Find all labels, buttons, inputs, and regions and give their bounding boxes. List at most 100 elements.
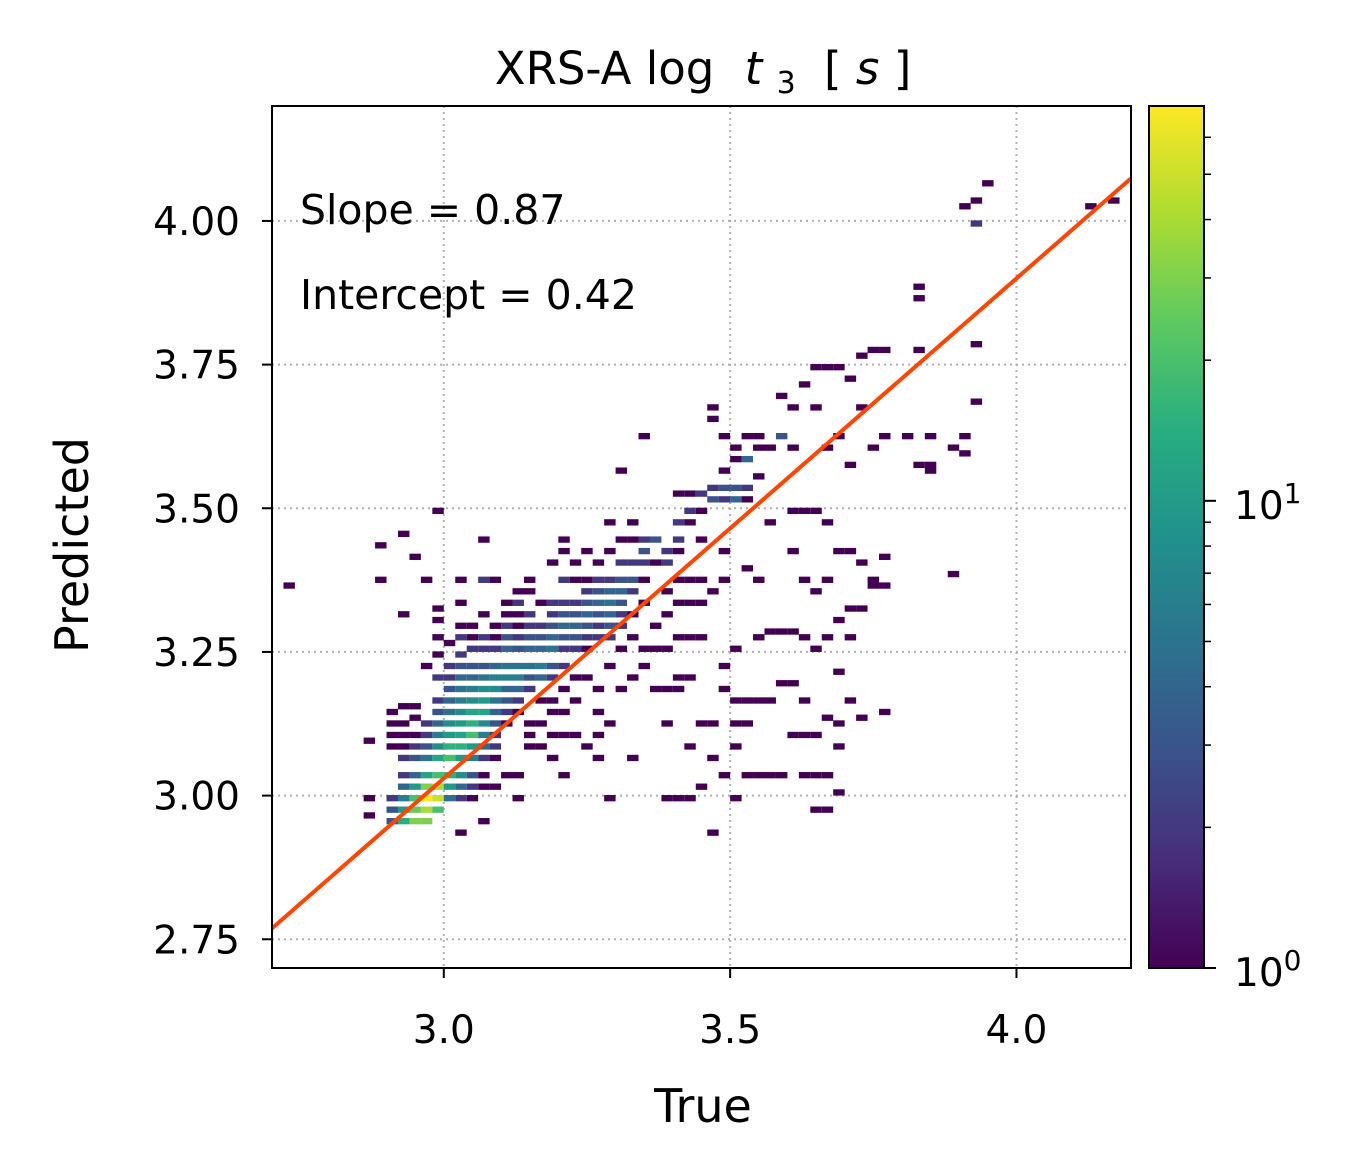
histogram-bin <box>615 611 628 618</box>
histogram-bin <box>569 645 582 652</box>
histogram-bin <box>970 197 983 204</box>
histogram-bin <box>775 680 788 687</box>
histogram-bin <box>512 634 524 641</box>
histogram-bin <box>833 364 845 371</box>
histogram-bin <box>501 611 513 618</box>
histogram-bin <box>375 576 387 583</box>
histogram-bin <box>844 461 857 469</box>
histogram-bin <box>924 432 937 440</box>
histogram-bin <box>775 392 788 400</box>
histogram-bin <box>420 720 433 727</box>
histogram-bin <box>581 622 593 629</box>
histogram-bin <box>386 731 398 739</box>
histogram-bin <box>821 444 834 451</box>
histogram-bin <box>627 588 639 595</box>
histogram-bin <box>489 645 502 652</box>
histogram-bin <box>672 536 685 543</box>
histogram-bin <box>627 576 639 583</box>
histogram-bin <box>569 611 582 618</box>
histogram-bin <box>672 547 685 555</box>
histogram-bin <box>420 806 433 813</box>
histogram-bin <box>627 559 639 566</box>
y-tick-label: 3.00 <box>153 775 240 820</box>
histogram-bin <box>604 622 616 629</box>
histogram-bin <box>489 783 502 790</box>
histogram-bin <box>558 599 570 606</box>
histogram-bin <box>478 697 490 704</box>
histogram-bin <box>512 772 524 779</box>
histogram-bin <box>397 530 410 537</box>
histogram-bin <box>592 576 605 583</box>
histogram-bin <box>718 484 731 492</box>
histogram-bin <box>833 432 845 440</box>
histogram-bin <box>466 772 479 779</box>
histogram-bin <box>684 519 696 526</box>
histogram-bin <box>913 295 925 302</box>
histogram-bin <box>741 484 754 492</box>
histogram-bin <box>833 720 845 727</box>
histogram-bin <box>558 576 570 583</box>
histogram-bin <box>432 674 444 681</box>
histogram-bin <box>638 559 650 566</box>
histogram-bin <box>627 754 639 762</box>
histogram-bin <box>523 611 536 618</box>
histogram-bin <box>707 754 719 762</box>
histogram-bin <box>879 553 891 560</box>
histogram-bin <box>409 795 421 802</box>
histogram-bin <box>523 685 536 693</box>
histogram-bin <box>432 731 444 739</box>
histogram-bin <box>718 772 731 779</box>
histogram-bin <box>604 588 616 595</box>
histogram-bin <box>615 576 628 583</box>
histogram-bin <box>867 444 880 451</box>
histogram-bin <box>455 743 467 750</box>
histogram-bin <box>569 622 582 629</box>
histogram-bin <box>546 708 559 716</box>
histogram-bin <box>821 634 834 641</box>
histogram-bin <box>432 697 444 704</box>
histogram-bin <box>523 645 536 652</box>
histogram-bin <box>741 496 754 503</box>
histogram-bin <box>672 634 685 641</box>
histogram-bin <box>478 674 490 681</box>
histogram-bin <box>512 599 524 606</box>
histogram-bin <box>707 404 719 411</box>
histogram-bin <box>420 743 433 750</box>
histogram-bin <box>753 473 765 480</box>
histogram-bin <box>569 634 582 641</box>
histogram-bin <box>455 685 467 693</box>
y-tick-label: 2.75 <box>153 918 240 963</box>
histogram-bin <box>535 697 547 704</box>
histogram-bin <box>741 455 754 463</box>
histogram-bin <box>844 697 857 704</box>
histogram-bin <box>397 703 410 710</box>
histogram-bin <box>581 743 593 750</box>
histogram-bin <box>501 697 513 704</box>
histogram-bin <box>867 346 880 354</box>
histogram-bin <box>615 685 628 693</box>
histogram-bin <box>523 588 536 595</box>
histogram-bin <box>604 519 616 526</box>
histogram-bin <box>466 634 479 641</box>
histogram-bin <box>523 576 536 583</box>
title-math-var: t <box>745 42 765 95</box>
histogram-bin <box>501 708 513 716</box>
histogram-bin <box>856 559 868 566</box>
histogram-bin <box>478 772 490 779</box>
histogram-bin <box>455 772 467 779</box>
slope-annotation: Slope = 0.87 <box>300 186 565 234</box>
histogram-bin <box>604 634 616 641</box>
histogram-bin <box>879 708 891 716</box>
title-unit: s <box>856 42 879 95</box>
histogram-bin <box>959 450 971 457</box>
histogram-bin <box>455 829 467 836</box>
histogram-bin <box>512 622 524 629</box>
histogram-bin <box>604 795 616 802</box>
histogram-bin <box>970 220 983 227</box>
histogram-bin <box>455 795 467 802</box>
histogram-bin <box>501 645 513 652</box>
title-unit-close: ] <box>894 42 912 95</box>
histogram-bin <box>546 674 559 681</box>
histogram-bin <box>535 662 547 670</box>
histogram-bin <box>432 634 444 641</box>
